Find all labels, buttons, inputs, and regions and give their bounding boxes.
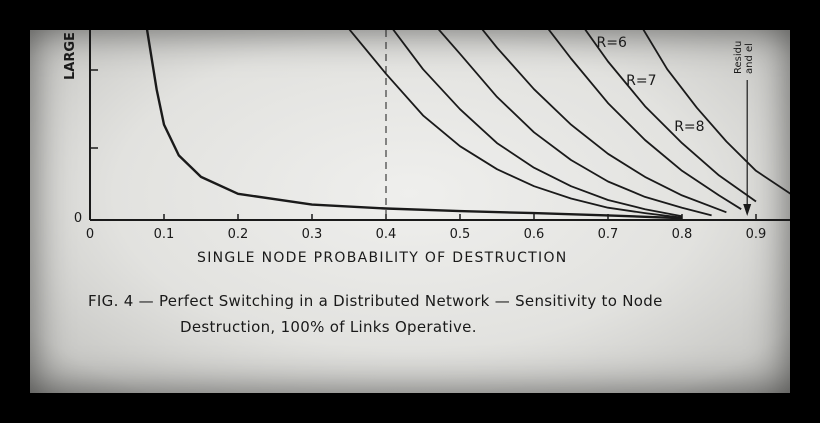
curve-series-2 [348, 30, 683, 219]
x-tick-label: 0.8 [672, 227, 693, 242]
annotation-text: and el [744, 43, 755, 74]
curve-series-5 [481, 30, 727, 214]
y-tick-label: 0 [74, 211, 82, 226]
x-tick-label: 0 [86, 227, 94, 242]
curve-label-r-6: R=6 [597, 35, 627, 51]
curve-series-3 [392, 30, 683, 218]
figure-caption-line-2: Destruction, 100% of Links Operative. [180, 318, 477, 336]
x-tick-label: 0.3 [302, 227, 323, 242]
x-tick-label: 0.2 [228, 227, 249, 242]
chart-curves [145, 30, 790, 220]
x-tick-label: 0.7 [598, 227, 619, 242]
x-tick-label: 0.9 [746, 227, 767, 242]
curve-series-4 [437, 30, 712, 217]
x-axis-title: SINGLE NODE PROBABILITY OF DESTRUCTION [197, 250, 568, 266]
curve-label-r-7: R=7 [626, 73, 656, 89]
annotation-arrow-head [743, 204, 752, 216]
y-axis-title: LARGE [63, 32, 78, 80]
paper-page: 0 0.1 0.2 0.3 0.4 0.5 0.6 0.7 0.8 0.9 0 LARGE SINGLE… [30, 30, 790, 393]
x-tick-label: 0.5 [450, 227, 471, 242]
curve-r-8 [642, 30, 790, 195]
chart: 0 0.1 0.2 0.3 0.4 0.5 0.6 0.7 0.8 0.9 0 LARGE SINGLE… [63, 30, 790, 266]
x-tick-label: 0.4 [376, 227, 397, 242]
annotation-text: Residu [733, 41, 744, 74]
curve-series-1 [145, 30, 683, 220]
curve-r-7 [584, 30, 757, 203]
curve-label-r-8: R=8 [674, 119, 704, 135]
chart-labels: 0 0.1 0.2 0.3 0.4 0.5 0.6 0.7 0.8 0.9 0 LARGE SINGLE… [63, 32, 766, 266]
x-tick-label: 0.1 [154, 227, 175, 242]
figure-caption-line-1: FIG. 4 — Perfect Switching in a Distribu… [88, 292, 663, 310]
x-tick-label: 0.6 [524, 227, 545, 242]
curve-r-6 [547, 30, 742, 210]
